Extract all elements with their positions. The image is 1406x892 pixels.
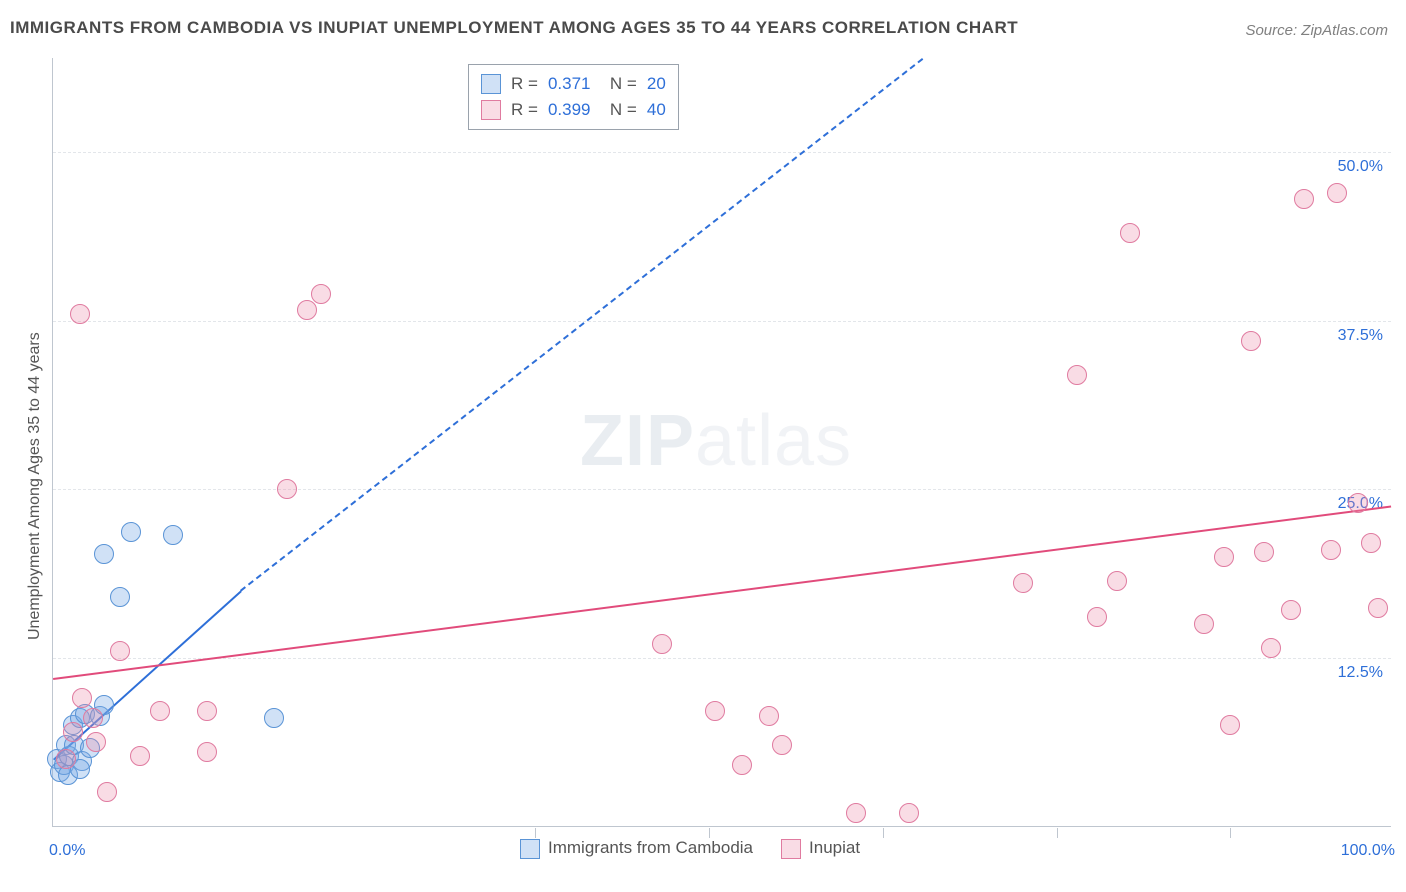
legend-swatch — [481, 74, 501, 94]
legend-item: Inupiat — [781, 838, 860, 859]
data-point — [63, 722, 83, 742]
source-label: Source: ZipAtlas.com — [1245, 22, 1388, 39]
legend-r-label: R = — [511, 97, 538, 123]
data-point — [197, 742, 217, 762]
data-point — [1120, 223, 1140, 243]
trend-line-dashed — [240, 58, 924, 592]
legend-n-value: 40 — [647, 97, 666, 123]
data-point — [150, 701, 170, 721]
x-tick-label: 0.0% — [49, 842, 85, 860]
series-legend: Immigrants from Cambodia Inupiat — [520, 838, 860, 859]
data-point — [110, 641, 130, 661]
data-point — [732, 755, 752, 775]
y-tick-label: 37.5% — [1338, 327, 1383, 345]
legend-r-value: 0.371 — [548, 71, 591, 97]
data-point — [163, 525, 183, 545]
legend-swatch — [481, 100, 501, 120]
data-point — [1281, 600, 1301, 620]
legend-r-value: 0.399 — [548, 97, 591, 123]
data-point — [652, 634, 672, 654]
legend-n-label: N = — [600, 97, 636, 123]
data-point — [1321, 540, 1341, 560]
legend-n-label: N = — [600, 71, 636, 97]
legend-row: R = 0.399 N = 40 — [481, 97, 666, 123]
legend-series-name: Inupiat — [809, 838, 860, 857]
data-point — [1327, 183, 1347, 203]
data-point — [264, 708, 284, 728]
data-point — [94, 544, 114, 564]
data-point — [130, 746, 150, 766]
legend-r-label: R = — [511, 71, 538, 97]
data-point — [1348, 493, 1368, 513]
gridline — [53, 658, 1391, 659]
data-point — [1254, 542, 1274, 562]
data-point — [1261, 638, 1281, 658]
data-point — [772, 735, 792, 755]
data-point — [1368, 598, 1388, 618]
data-point — [86, 732, 106, 752]
data-point — [110, 587, 130, 607]
y-tick-label: 12.5% — [1338, 664, 1383, 682]
legend-row: R = 0.371 N = 20 — [481, 71, 666, 97]
legend-series-name: Immigrants from Cambodia — [548, 838, 753, 857]
x-tick — [709, 828, 710, 838]
data-point — [759, 706, 779, 726]
chart-title: IMMIGRANTS FROM CAMBODIA VS INUPIAT UNEM… — [10, 18, 1018, 38]
data-point — [197, 701, 217, 721]
data-point — [1294, 189, 1314, 209]
data-point — [1194, 614, 1214, 634]
data-point — [1220, 715, 1240, 735]
data-point — [1361, 533, 1381, 553]
data-point — [70, 304, 90, 324]
x-tick-label: 100.0% — [1341, 842, 1395, 860]
data-point — [72, 688, 92, 708]
data-point — [311, 284, 331, 304]
gridline — [53, 321, 1391, 322]
data-point — [1013, 573, 1033, 593]
data-point — [899, 803, 919, 823]
data-point — [1087, 607, 1107, 627]
data-point — [97, 782, 117, 802]
legend-swatch — [520, 839, 540, 859]
data-point — [1067, 365, 1087, 385]
data-point — [705, 701, 725, 721]
plot-area: 12.5%25.0%37.5%50.0%0.0%100.0% — [52, 58, 1391, 827]
data-point — [56, 749, 76, 769]
gridline — [53, 152, 1391, 153]
data-point — [1214, 547, 1234, 567]
trend-line — [53, 505, 1391, 679]
data-point — [297, 300, 317, 320]
y-tick-label: 50.0% — [1338, 158, 1383, 176]
data-point — [121, 522, 141, 542]
x-tick — [1057, 828, 1058, 838]
legend-item: Immigrants from Cambodia — [520, 838, 753, 859]
x-tick — [1230, 828, 1231, 838]
data-point — [1241, 331, 1261, 351]
data-point — [1107, 571, 1127, 591]
y-axis-title: Unemployment Among Ages 35 to 44 years — [26, 332, 44, 640]
correlation-legend: R = 0.371 N = 20 R = 0.399 N = 40 — [468, 64, 679, 130]
data-point — [83, 708, 103, 728]
data-point — [846, 803, 866, 823]
legend-swatch — [781, 839, 801, 859]
x-tick — [883, 828, 884, 838]
x-tick — [535, 828, 536, 838]
legend-n-value: 20 — [647, 71, 666, 97]
data-point — [277, 479, 297, 499]
gridline — [53, 489, 1391, 490]
